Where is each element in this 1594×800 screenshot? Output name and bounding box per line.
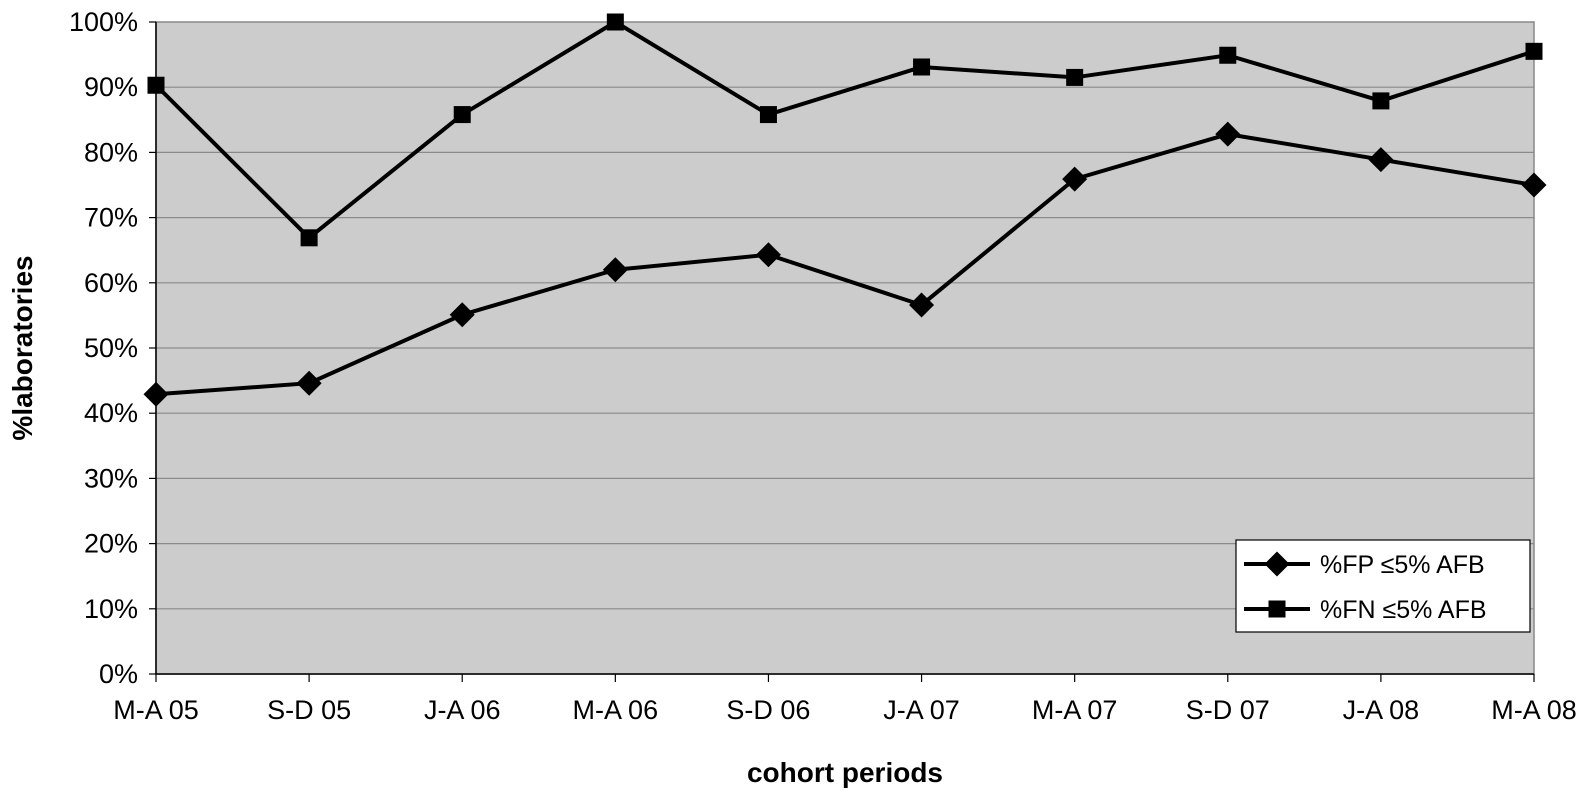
y-tick-label: 10% <box>84 594 138 624</box>
square-point <box>453 106 471 124</box>
square-point <box>913 58 931 76</box>
x-tick-label: J-A 06 <box>424 695 501 725</box>
square-point <box>147 76 165 94</box>
diamond-point <box>1062 166 1088 192</box>
x-tick-label: S-D 06 <box>726 695 810 725</box>
square-point <box>1066 68 1084 86</box>
series-lines <box>143 13 1547 407</box>
y-tick-label: 70% <box>84 203 138 233</box>
legend: %FP ≤5% AFB %FN ≤5% AFB <box>1235 539 1531 633</box>
diamond-point <box>909 292 935 318</box>
y-axis-title: %laboratories <box>7 255 38 440</box>
diamond-point <box>602 257 628 283</box>
y-tick-label: 60% <box>84 268 138 298</box>
series-line <box>155 132 1535 397</box>
diamond-point <box>1368 147 1394 173</box>
y-tick-label: 80% <box>84 137 138 167</box>
series-line <box>154 19 1535 241</box>
x-tick-label: M-A 08 <box>1491 695 1577 725</box>
series-fp <box>143 121 1547 407</box>
diamond-point <box>1215 121 1241 147</box>
diamond-point <box>449 302 475 328</box>
y-tick-label: 40% <box>84 398 138 428</box>
square-point <box>606 13 624 31</box>
tick-labels: 0% 10% 20% 30% 40% 50% 60% 70% 80% 90% 100% M-A 05 S… <box>69 7 1577 725</box>
legend-items: %FP ≤5% AFB %FN ≤5% AFB <box>1244 551 1487 624</box>
diamond-point <box>755 242 781 268</box>
square-point <box>1525 42 1543 60</box>
x-tick-label: J-A 08 <box>1343 695 1420 725</box>
x-tick-label: J-A 07 <box>883 695 960 725</box>
y-tick-label: 50% <box>84 333 138 363</box>
square-point <box>759 106 777 124</box>
square-point <box>1372 92 1390 110</box>
x-tick-label: S-D 05 <box>267 695 351 725</box>
y-tick-label: 20% <box>84 529 138 559</box>
x-tick-label: M-A 06 <box>573 695 659 725</box>
x-tick-label: S-D 07 <box>1186 695 1270 725</box>
diamond-point <box>143 381 169 407</box>
legend-diamond-marker <box>1264 551 1290 577</box>
legend-label: %FN ≤5% AFB <box>1320 596 1487 624</box>
y-tick-label: 90% <box>84 72 138 102</box>
diamond-point <box>296 370 322 396</box>
diamond-point <box>1521 172 1547 198</box>
y-tick-label: 100% <box>69 7 138 37</box>
square-point <box>1219 46 1237 64</box>
y-tick-label: 0% <box>99 659 138 689</box>
x-axis-title: cohort periods <box>747 757 943 788</box>
series-fn <box>147 13 1543 247</box>
legend-label: %FP ≤5% AFB <box>1320 551 1485 579</box>
y-tick-label: 30% <box>84 463 138 493</box>
square-point <box>300 229 318 247</box>
legend-square-marker <box>1268 600 1286 618</box>
x-tick-label: M-A 05 <box>113 695 199 725</box>
x-tick-label: M-A 07 <box>1032 695 1118 725</box>
